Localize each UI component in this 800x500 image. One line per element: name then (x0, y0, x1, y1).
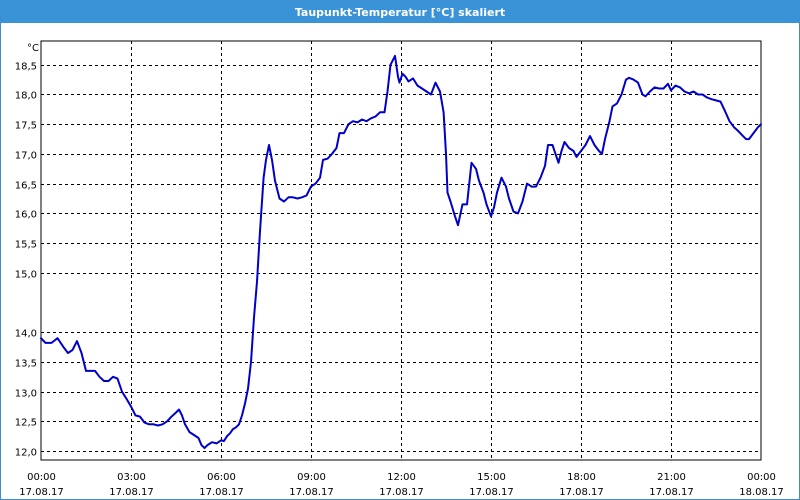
y-tick-label: 12,5 (15, 418, 37, 429)
x-tick-time: 03:00 (117, 472, 146, 483)
y-tick-label: 16,0 (15, 210, 37, 221)
y-tick-label: 15,0 (15, 270, 37, 281)
window-title: Taupunkt-Temperatur [°C] skaliert (1, 1, 799, 23)
y-tick-label: 13,0 (15, 389, 37, 400)
x-tick-time: 18:00 (567, 472, 596, 483)
x-tick-date: 17.08.17 (379, 487, 424, 498)
x-tick-date: 17.08.17 (199, 487, 244, 498)
x-tick-time: 15:00 (477, 472, 506, 483)
x-tick-date: 17.08.17 (109, 487, 154, 498)
grid-lines (41, 41, 761, 460)
x-tick-time: 06:00 (207, 472, 236, 483)
x-tick-time: 21:00 (657, 472, 686, 483)
y-axis-unit-label: °C (27, 43, 39, 54)
y-tick-label: 17,5 (15, 121, 37, 132)
x-tick-time: 12:00 (387, 472, 416, 483)
x-tick-date: 17.08.17 (469, 487, 514, 498)
y-tick-label: 17,0 (15, 151, 37, 162)
y-tick-label: 14,0 (15, 329, 37, 340)
x-tick-date: 18.08.17 (739, 487, 784, 498)
y-tick-label: 12,0 (15, 448, 37, 459)
y-tick-label: 18,0 (15, 91, 37, 102)
x-tick-date: 17.08.17 (559, 487, 604, 498)
series-layer (40, 54, 762, 450)
x-tick-time: 00:00 (27, 472, 56, 483)
x-tick-time: 09:00 (297, 472, 326, 483)
y-tick-label: 13,5 (15, 359, 37, 370)
y-tick-label: 16,5 (15, 181, 37, 192)
plot-frame (40, 40, 762, 461)
x-tick-labels: 00:00 17.08.17 03:00 17.08.17 06:00 17.08.17 0… (19, 472, 784, 498)
x-tick-date: 17.08.17 (19, 487, 64, 498)
x-tick-date: 17.08.17 (289, 487, 334, 498)
y-tick-labels: 18,5 18,0 17,5 17,0 16,5 16,0 15,5 15,0 14,0 13,5… (15, 62, 37, 459)
x-tick-date: 17.08.17 (649, 487, 694, 498)
x-tick-time: 00:00 (747, 472, 776, 483)
y-tick-label: 18,5 (15, 62, 37, 73)
y-tick-label: 15,5 (15, 240, 37, 251)
series-line (40, 54, 762, 450)
